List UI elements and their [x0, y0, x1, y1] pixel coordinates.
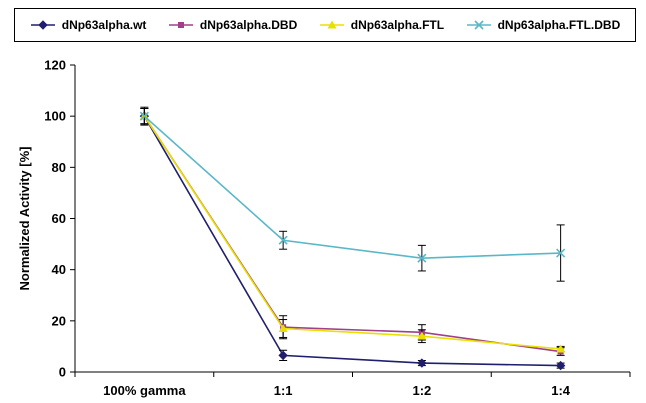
legend-swatch [30, 20, 55, 30]
legend-marker [38, 20, 48, 30]
y-axis-title: Normalized Activity [%] [17, 147, 32, 291]
y-tick-label: 60 [52, 211, 66, 226]
x-tick-label: 1:4 [551, 383, 571, 398]
series-line [143, 115, 561, 353]
legend-marker [474, 20, 484, 30]
legend-label: dNp63alpha.FTL.DBD [497, 18, 621, 32]
legend-marker [327, 20, 337, 29]
legend-item: dNp63alpha.FTL.DBD [466, 18, 621, 32]
series-dNp63alpha.DBD [140, 107, 565, 356]
data-point [417, 331, 427, 340]
data-point [417, 253, 427, 263]
x-tick-label: 1:1 [274, 383, 293, 398]
legend-item: dNp63alpha.DBD [168, 18, 297, 32]
legend-label: dNp63alpha.FTL [350, 18, 445, 32]
data-point [278, 324, 288, 333]
y-tick-label: 40 [52, 262, 66, 277]
series-line [143, 115, 561, 259]
x-tick-label: 100% gamma [103, 383, 186, 398]
series-dNp63alpha.FTL.DBD [139, 106, 566, 282]
data-point [278, 235, 288, 245]
y-tick-label: 20 [52, 313, 66, 328]
data-point [278, 350, 288, 361]
legend-swatch [319, 20, 344, 29]
series-dNp63alpha.FTL [139, 107, 566, 353]
legend-swatch [466, 20, 491, 30]
data-point [556, 344, 566, 353]
series-line [143, 115, 561, 350]
data-point [417, 358, 427, 368]
y-tick-label: 120 [44, 58, 66, 73]
y-tick-label: 80 [52, 160, 66, 175]
data-point [139, 111, 149, 121]
legend-label: dNp63alpha.DBD [199, 18, 298, 32]
data-point [555, 360, 566, 371]
legend-swatch [168, 22, 193, 28]
legend-item: dNp63alpha.wt [30, 18, 147, 32]
legend-item: dNp63alpha.FTL [319, 18, 444, 32]
data-point [556, 248, 566, 258]
legend-label: dNp63alpha.wt [61, 18, 147, 32]
series-line [143, 115, 561, 367]
legend: dNp63alpha.wt dNp63alpha.DBD dNp63alpha.FT… [14, 8, 636, 42]
y-tick-label: 0 [59, 365, 66, 380]
x-tick-label: 1:2 [412, 383, 431, 398]
legend-marker [177, 22, 184, 28]
y-tick-label: 100 [44, 109, 66, 124]
